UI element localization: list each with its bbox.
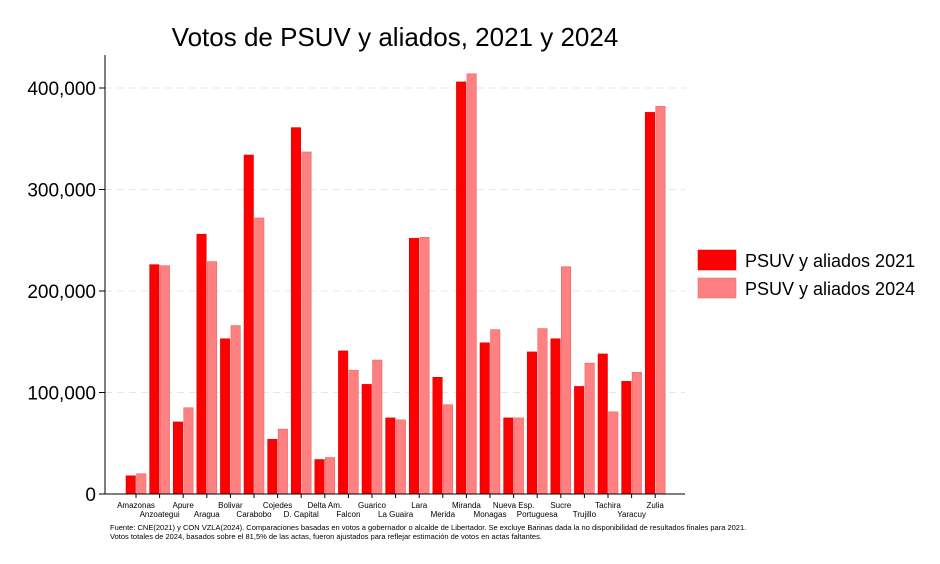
x-tick-label: Trujillo [573, 510, 597, 519]
bar-2024-5 [254, 217, 265, 495]
bar-2024-6 [277, 428, 288, 495]
bar-2021-8 [314, 459, 325, 495]
legend-label-1: PSUV y aliados 2024 [745, 279, 915, 299]
bar-2024-9 [348, 369, 359, 495]
bar-2024-15 [490, 329, 501, 495]
bar-2021-13 [432, 377, 443, 495]
y-tick-label: 200,000 [27, 282, 96, 303]
x-tick-label: Yaracuy [617, 510, 646, 519]
bar-2024-7 [301, 151, 312, 495]
bar-2021-0 [125, 475, 136, 495]
bar-2024-21 [631, 371, 642, 495]
bar-2024-8 [325, 457, 336, 495]
x-tick-label: Delta Am. [307, 501, 342, 510]
x-tick-label: Aragua [194, 510, 220, 519]
bars [125, 73, 666, 495]
bar-2021-11 [385, 417, 396, 495]
bar-2024-13 [443, 404, 454, 495]
bar-2021-19 [574, 386, 585, 495]
footnote-line-1: Fuente: CNE(2021) y CON VZLA(2024). Comp… [110, 523, 746, 532]
x-tick-label: La Guaira [378, 510, 414, 519]
bar-2024-18 [561, 266, 572, 495]
bar-2021-6 [267, 438, 278, 495]
bar-2024-3 [207, 261, 218, 495]
x-tick-label: Lara [411, 501, 428, 510]
footnote-line-2: Votos totales de 2024, basados sobre el … [110, 532, 542, 541]
x-tick-label: Bolivar [218, 501, 243, 510]
bar-2021-7 [290, 127, 301, 495]
gridlines [105, 87, 685, 393]
bar-2021-1 [149, 264, 160, 495]
x-tick-label: Nueva Esp. [493, 501, 534, 510]
y-axis-ticks: 0 100,000 200,000 300,000 400,000 [27, 79, 105, 506]
x-tick-label: Sucre [550, 501, 571, 510]
x-tick-label: Zulia [647, 501, 665, 510]
bar-2024-19 [584, 362, 595, 495]
bar-2021-15 [479, 342, 490, 495]
bar-2021-22 [644, 112, 655, 495]
x-tick-label: Amazonas [117, 501, 155, 510]
bar-2021-5 [243, 154, 254, 495]
bar-2024-2 [183, 407, 194, 495]
legend: PSUV y aliados 2021 PSUV y aliados 2024 [697, 249, 915, 299]
bar-2021-16 [503, 417, 514, 495]
x-axis-ticks: AmazonasAnzoateguiApureAraguaBolivarCara… [117, 494, 664, 519]
x-tick-label: Apure [173, 501, 195, 510]
x-tick-label: Merida [431, 510, 456, 519]
x-tick-label: Miranda [452, 501, 481, 510]
chart-title: Votos de PSUV y aliados, 2021 y 2024 [172, 22, 619, 52]
bar-2024-0 [136, 473, 147, 495]
x-tick-label: D. Capital [284, 510, 319, 519]
legend-swatch-0 [697, 249, 737, 271]
bar-2021-4 [220, 338, 231, 495]
bar-2024-22 [655, 106, 666, 495]
bar-2021-10 [361, 384, 372, 495]
bar-2021-2 [172, 421, 183, 495]
bar-2024-20 [608, 411, 619, 495]
bar-2024-10 [372, 359, 383, 495]
x-tick-label: Cojedes [263, 501, 292, 510]
bar-2021-14 [456, 81, 467, 495]
bar-2021-21 [621, 381, 632, 495]
x-tick-label: Portuguesa [517, 510, 558, 519]
y-tick-label: 400,000 [27, 79, 96, 100]
y-tick-label: 100,000 [27, 384, 96, 405]
bar-2024-1 [159, 265, 170, 495]
x-tick-label: Guarico [358, 501, 387, 510]
legend-label-0: PSUV y aliados 2021 [745, 251, 915, 271]
legend-swatch-1 [697, 277, 737, 299]
bar-2021-18 [550, 338, 561, 495]
bar-2024-11 [395, 419, 406, 495]
y-tick-label: 0 [85, 485, 96, 506]
y-tick-label: 300,000 [27, 181, 96, 202]
bar-2024-17 [537, 328, 548, 495]
bar-2021-3 [196, 233, 207, 495]
x-tick-label: Anzoategui [140, 510, 180, 519]
x-tick-label: Falcon [336, 510, 360, 519]
bar-2021-9 [338, 350, 349, 495]
bar-2021-17 [526, 351, 537, 495]
bar-2021-12 [408, 237, 419, 495]
bar-2024-4 [230, 325, 241, 495]
x-tick-label: Tachira [595, 501, 621, 510]
bar-2024-16 [513, 417, 524, 495]
bar-2021-20 [597, 353, 608, 495]
x-tick-label: Monagas [474, 510, 507, 519]
bar-2024-12 [419, 236, 430, 495]
bar-2024-14 [466, 73, 477, 495]
x-tick-label: Carabobo [236, 510, 272, 519]
